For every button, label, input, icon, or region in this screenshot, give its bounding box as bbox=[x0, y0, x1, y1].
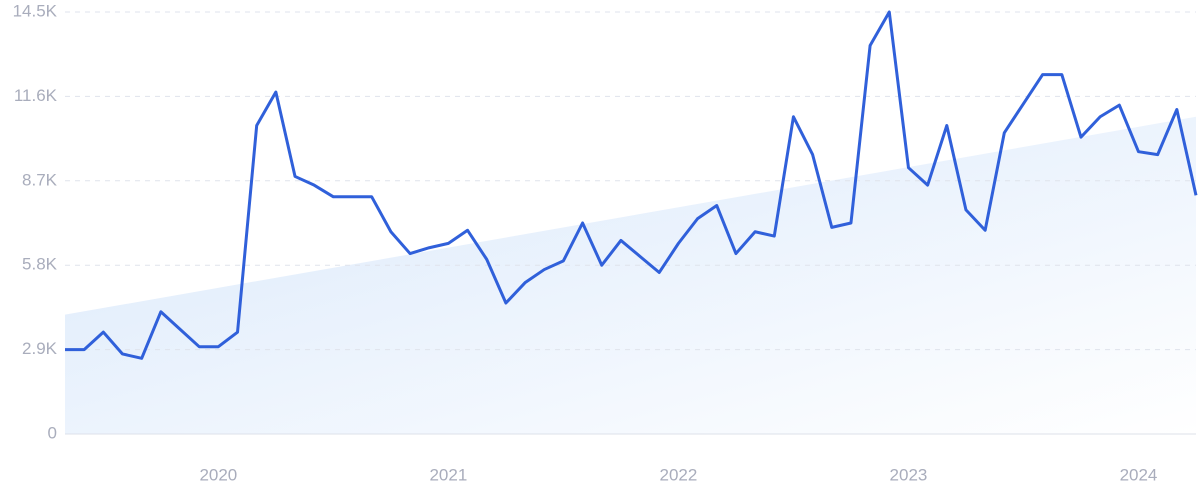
y-tick-label: 0 bbox=[48, 423, 57, 442]
data-line bbox=[65, 10, 1198, 360]
x-tick-label: 2023 bbox=[890, 465, 928, 484]
y-tick-label: 11.6K bbox=[14, 86, 58, 105]
x-tick-label: 2024 bbox=[1120, 465, 1158, 484]
x-tick-label: 2022 bbox=[660, 465, 698, 484]
y-tick-label: 8.7K bbox=[22, 170, 58, 189]
y-tick-label: 2.9K bbox=[22, 339, 58, 358]
trend-area bbox=[65, 116, 1196, 435]
x-tick-label: 2020 bbox=[199, 465, 237, 484]
y-tick-label: 5.8K bbox=[22, 255, 58, 274]
y-tick-label: 14.5K bbox=[13, 1, 58, 20]
x-tick-label: 2021 bbox=[429, 465, 467, 484]
